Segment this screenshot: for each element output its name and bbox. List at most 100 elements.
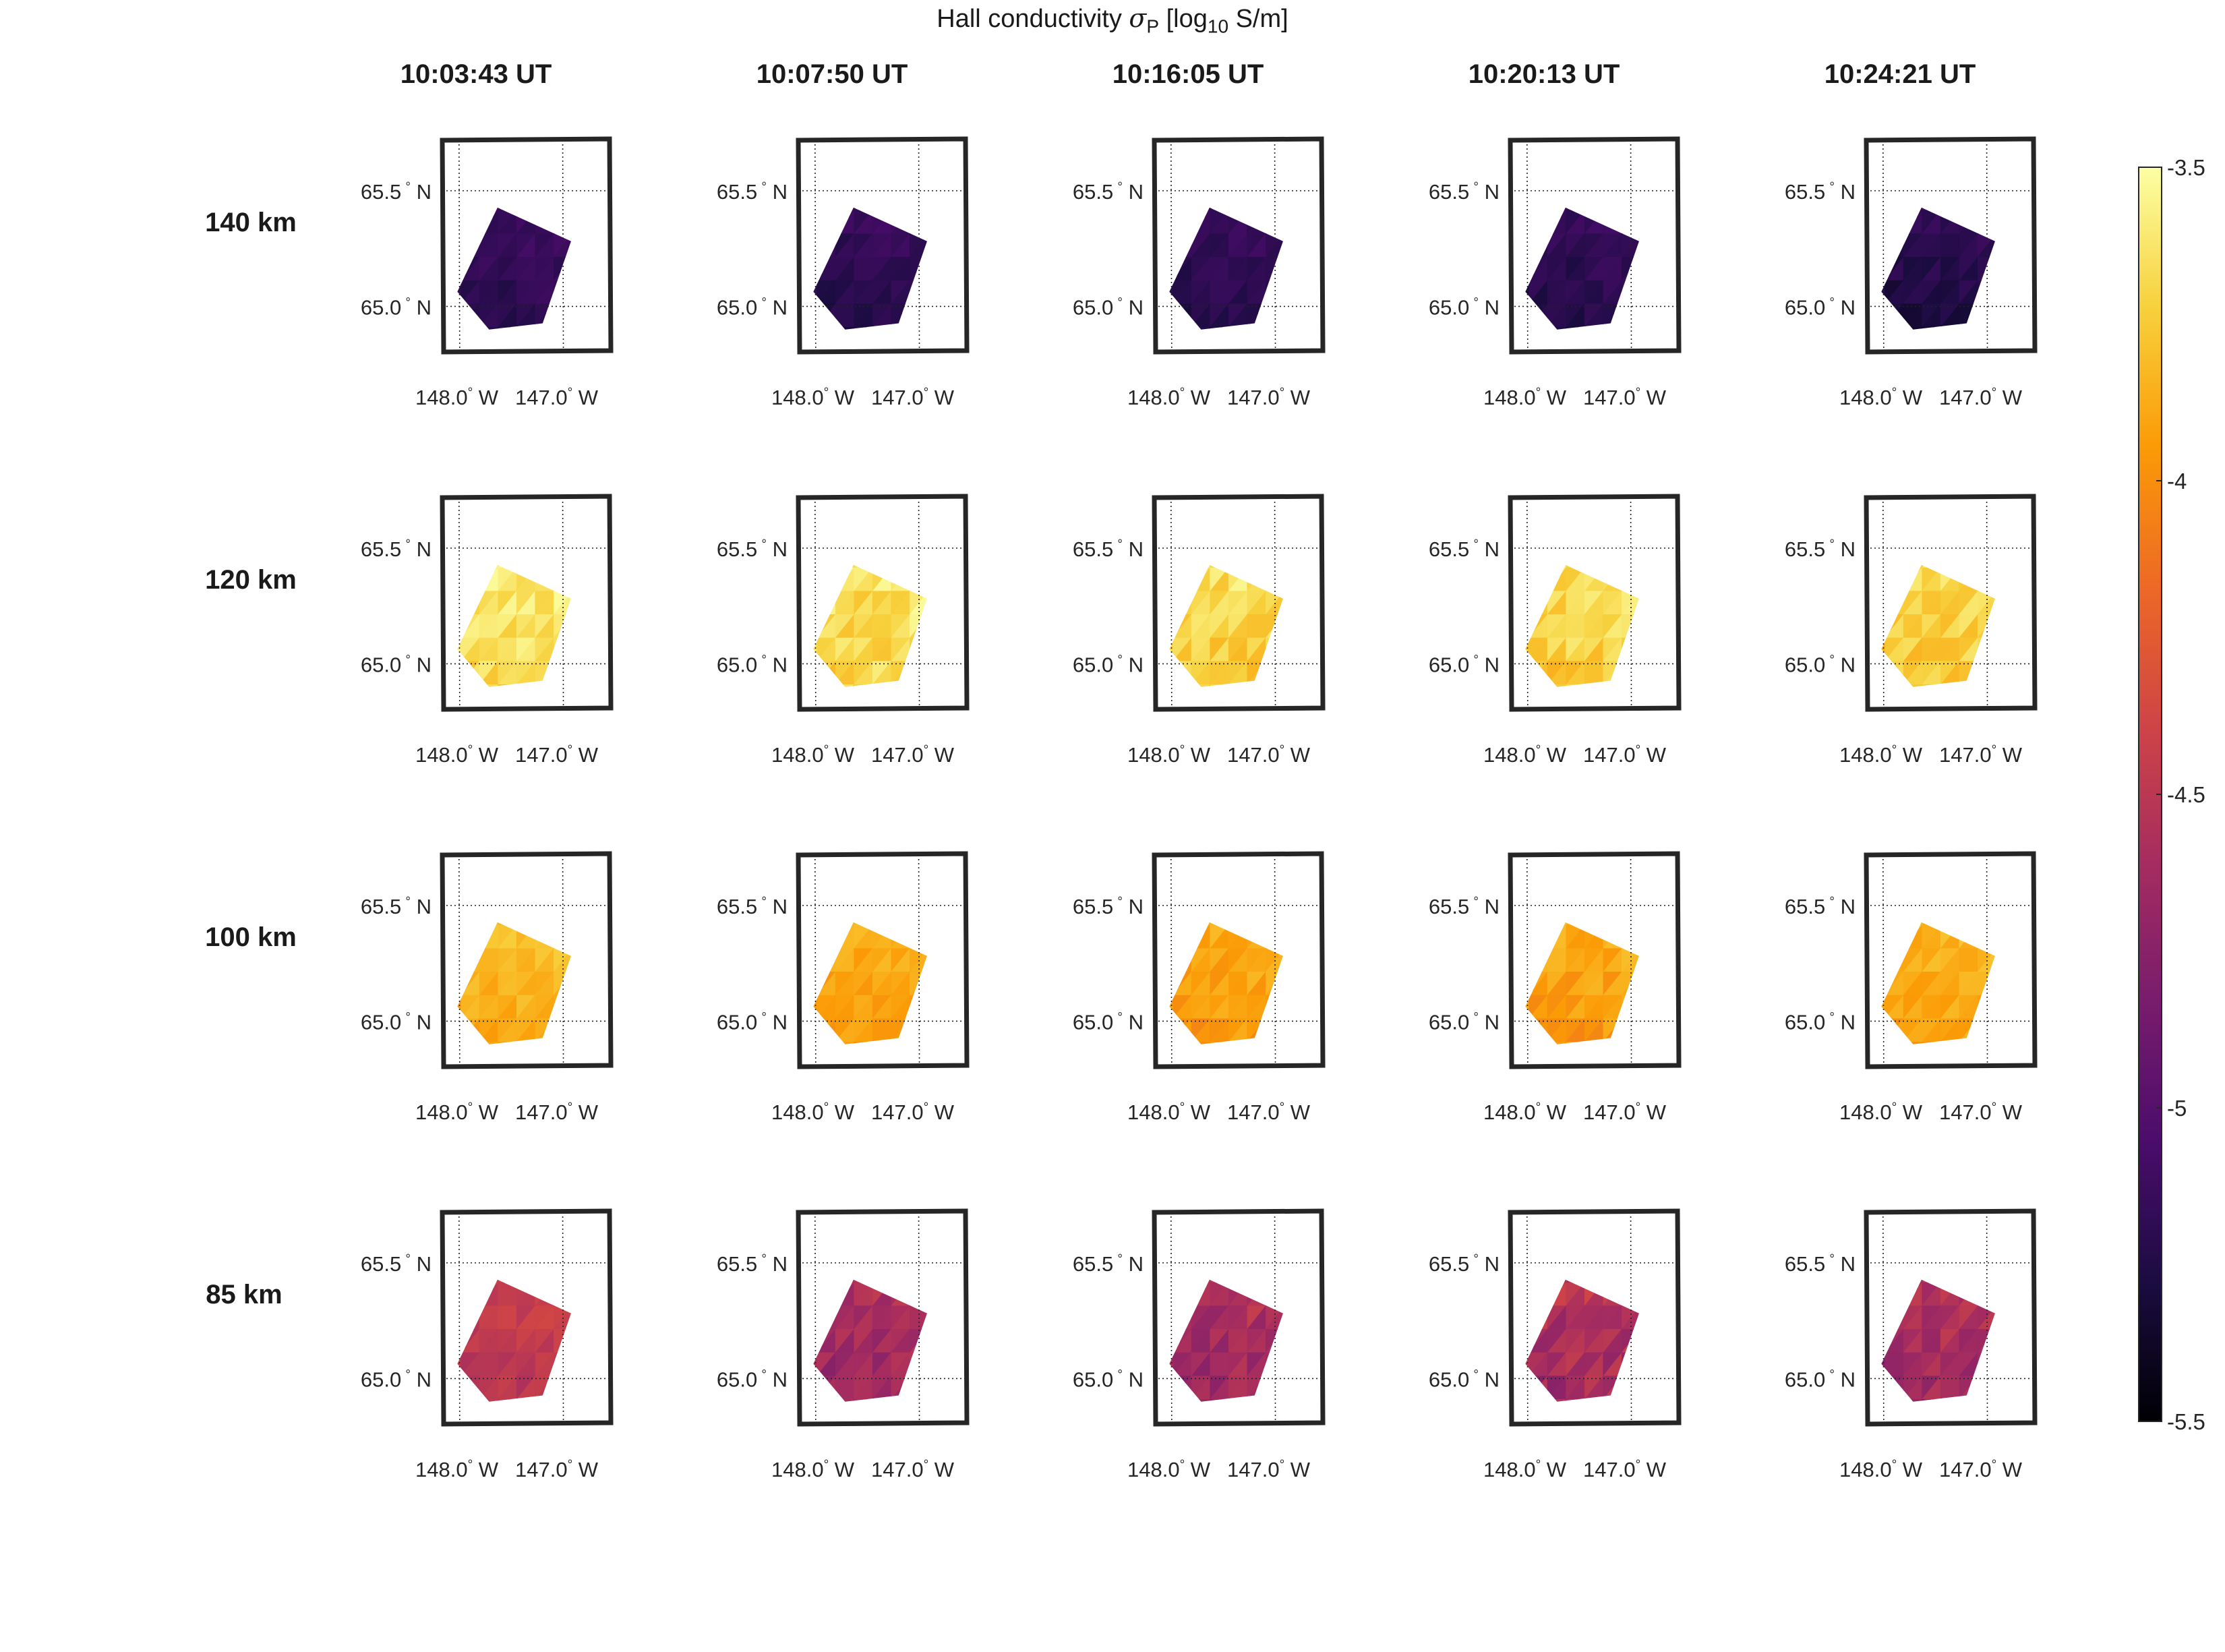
data-cell: [1996, 638, 2015, 661]
data-cell: [817, 684, 836, 687]
data-cell: [1284, 140, 1303, 164]
data-cell: [1885, 1236, 1904, 1260]
data-cell: [1191, 1399, 1211, 1402]
data-cell: [1284, 1019, 1303, 1042]
data-cell: [835, 879, 854, 902]
data-cell: [872, 879, 891, 902]
data-cell: [2015, 1212, 2034, 1236]
data-cell: [1640, 1399, 1659, 1423]
data-cell: [1922, 684, 1941, 687]
data-cell: [1659, 972, 1678, 995]
data-cell: [553, 637, 571, 661]
data-cell: [1903, 1282, 1922, 1306]
data-cell: [947, 1329, 966, 1353]
data-cell: [1903, 521, 1922, 545]
data-cell: [1996, 614, 2015, 638]
data-cell: [460, 947, 480, 972]
data-cell: [1996, 995, 2015, 1019]
data-cell: [1659, 949, 1678, 972]
data-cell: [1303, 661, 1322, 685]
meridian-gridline: [1986, 1212, 1988, 1423]
data-cell: [816, 256, 836, 281]
data-cell: [535, 924, 554, 949]
data-cell: [535, 879, 554, 902]
data-cell: [572, 1042, 591, 1065]
data-cell: [947, 1019, 966, 1042]
data-cell: [928, 1042, 947, 1065]
data-cell: [1940, 164, 1959, 187]
data-cell: [1266, 1352, 1283, 1377]
data-cell: [572, 257, 591, 281]
longitude-tick-label: 147.0° W: [1227, 743, 1311, 767]
data-cell: [1659, 1042, 1678, 1065]
data-cell: [928, 684, 947, 708]
data-cell: [1154, 1236, 1173, 1260]
longitude-tick-label: 148.0° W: [771, 1458, 855, 1481]
data-cell: [1959, 1212, 1978, 1236]
data-cell: [910, 164, 928, 187]
data-cell: [1866, 140, 1885, 164]
data-cell: [1940, 326, 1960, 330]
data-cell: [1547, 879, 1566, 902]
data-cell: [1566, 140, 1585, 164]
latitude-tick-label: 65.0 ° N: [361, 1010, 432, 1034]
data-cell: [1885, 924, 1904, 949]
latitude-tick-label: 65.5 ° N: [1785, 537, 1856, 561]
data-cell: [947, 1042, 966, 1065]
data-cells: [1525, 498, 1639, 687]
data-cell: [1547, 498, 1566, 521]
data-cell: [1528, 660, 1548, 685]
data-cell: [947, 879, 966, 902]
data-cell: [835, 1212, 854, 1236]
data-cell: [1265, 637, 1283, 661]
data-cell: [1977, 1352, 1995, 1376]
meridian-gridline: [1274, 497, 1276, 709]
data-cell: [572, 1236, 591, 1260]
data-cell: [1547, 521, 1566, 545]
data-cell: [928, 1329, 947, 1353]
data-cell: [461, 1212, 480, 1236]
data-cell: [1303, 498, 1322, 521]
data-cell: [516, 140, 535, 164]
data-cell: [516, 1212, 535, 1236]
column-title: 10:24:21 UT: [1824, 59, 1976, 89]
data-cell: [1191, 521, 1210, 545]
data-cell: [835, 1236, 854, 1260]
data-cell: [872, 684, 892, 687]
latitude-tick-label: 65.5 ° N: [1429, 1252, 1500, 1276]
data-cell: [928, 257, 947, 281]
data-cell: [928, 614, 947, 638]
data-cell: [891, 164, 910, 187]
data-cell: [947, 1306, 966, 1330]
data-cell: [1885, 879, 1904, 902]
data-cell: [798, 521, 817, 545]
data-cell: [910, 1352, 927, 1377]
data-cell: [947, 1212, 966, 1236]
data-cell: [1659, 164, 1678, 187]
data-cell: [1866, 1236, 1885, 1260]
data-cell: [535, 855, 554, 879]
data-cell: [516, 1399, 536, 1402]
data-cell: [572, 568, 591, 591]
data-cell: [1640, 1376, 1659, 1400]
data-cell: [1510, 164, 1529, 187]
data-cell: [1922, 1212, 1941, 1236]
data-cell: [1284, 281, 1303, 304]
data-cell: [591, 1306, 610, 1330]
data-cell: [572, 164, 591, 187]
data-cell: [817, 1212, 836, 1236]
data-cell: [1866, 855, 1885, 879]
data-cell: [1284, 1306, 1303, 1330]
data-cell: [591, 327, 610, 351]
data-cell: [928, 661, 947, 685]
longitude-tick-label: 148.0° W: [415, 743, 499, 767]
data-cell: [572, 972, 591, 995]
data-cell: [1622, 879, 1640, 902]
data-cell: [928, 1306, 947, 1330]
data-cell: [516, 1398, 536, 1402]
data-cell: [1640, 925, 1659, 949]
data-cell: [1996, 164, 2015, 187]
data-cell: [1566, 1041, 1585, 1044]
